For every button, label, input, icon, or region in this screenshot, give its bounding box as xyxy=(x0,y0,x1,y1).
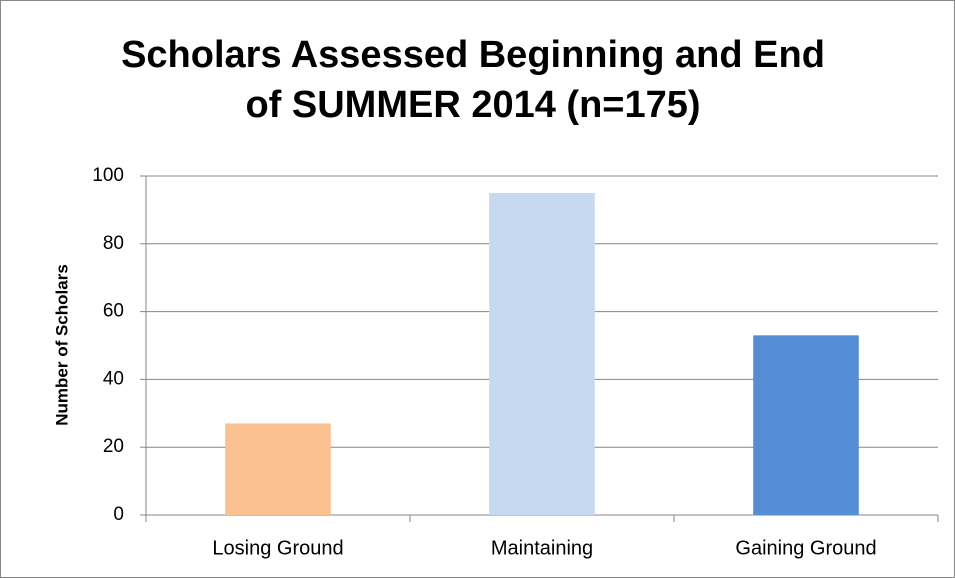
chart-title: Scholars Assessed Beginning and End xyxy=(121,34,825,76)
y-tick-label: 60 xyxy=(103,301,124,322)
y-axis-label: Number of Scholars xyxy=(52,264,71,426)
x-tick-label: Maintaining xyxy=(491,537,593,559)
bar xyxy=(753,335,859,515)
y-tick-label: 40 xyxy=(103,368,124,389)
chart-title: of SUMMER 2014 (n=175) xyxy=(245,84,700,126)
y-tick-label: 80 xyxy=(103,233,124,254)
x-tick-label: Gaining Ground xyxy=(735,537,876,559)
x-tick-label: Losing Ground xyxy=(212,537,343,559)
bar xyxy=(489,192,595,515)
bar xyxy=(225,423,331,515)
y-tick-label: 20 xyxy=(103,436,124,457)
y-tick-label: 0 xyxy=(113,504,124,525)
y-tick-label: 100 xyxy=(92,165,124,186)
